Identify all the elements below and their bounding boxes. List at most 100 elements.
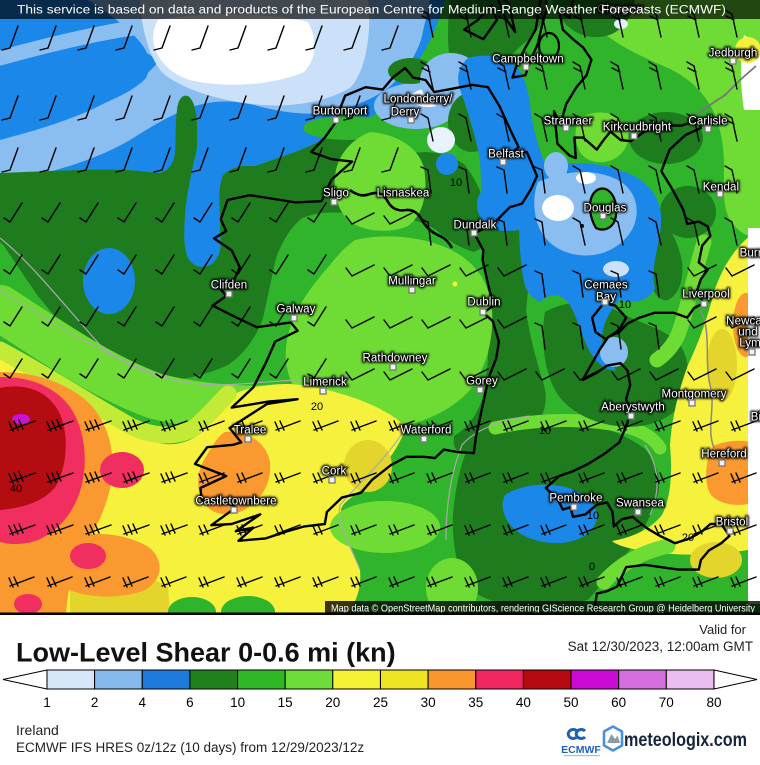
svg-text:Swansea: Swansea [616,498,665,510]
svg-text:Galway: Galway [277,304,316,316]
svg-text:Map data © OpenStreetMap contr: Map data © OpenStreetMap contributors, r… [331,603,756,615]
svg-text:ECMWF: ECMWF [561,744,601,756]
svg-text:Cork: Cork [322,466,347,478]
svg-text:Derry: Derry [391,107,420,119]
svg-text:70: 70 [659,695,674,710]
svg-text:Burn: Burn [740,248,760,260]
svg-text:Lisnaskea: Lisnaskea [377,188,430,200]
svg-text:30: 30 [421,695,436,710]
svg-text:0: 0 [589,561,595,573]
svg-text:1: 1 [43,695,51,710]
svg-text:Montgomery: Montgomery [662,389,727,401]
svg-text:Castletownbere: Castletownbere [195,496,276,508]
svg-text:Bay: Bay [596,292,616,304]
svg-text:Sat 12/30/2023, 12:00am GMT: Sat 12/30/2023, 12:00am GMT [568,639,753,654]
svg-text:Derry: Derry [391,107,420,119]
svg-text:25: 25 [373,695,388,710]
svg-text:Douglas: Douglas [584,203,627,215]
svg-text:20: 20 [311,401,323,413]
svg-text:Waterford: Waterford [401,425,452,437]
svg-text:Cemaes: Cemaes [584,280,628,292]
svg-text:Kendal: Kendal [703,182,739,194]
svg-text:Lym: Lym [739,338,760,350]
svg-text:Pembroke: Pembroke [549,493,602,505]
svg-text:Belfast: Belfast [488,149,525,161]
svg-text:und: und [738,327,758,339]
svg-text:Bristol: Bristol [716,517,749,529]
svg-text:Valid for: Valid for [699,622,746,637]
svg-text:Aberystwyth: Aberystwyth [601,402,665,414]
svg-text:Lym: Lym [739,338,760,350]
svg-text:Cemaes: Cemaes [584,280,628,292]
svg-text:ECMWF IFS HRES 0z/12z (10 days: ECMWF IFS HRES 0z/12z (10 days) from 12/… [16,740,364,755]
svg-text:Mullingar: Mullingar [388,276,436,288]
svg-text:Pembroke: Pembroke [549,493,602,505]
svg-text:Low-Level Shear 0-0.6 mi (kn): Low-Level Shear 0-0.6 mi (kn) [16,638,396,668]
svg-text:Sligo: Sligo [323,188,349,200]
svg-text:This service is based on data: This service is based on data and produc… [17,5,726,17]
svg-text:Limerick: Limerick [303,377,347,389]
svg-text:Cork: Cork [322,466,347,478]
svg-text:20: 20 [682,532,694,544]
svg-text:Kendal: Kendal [703,182,739,194]
svg-text:Galway: Galway [277,304,316,316]
svg-text:Dundalk: Dundalk [454,220,497,232]
svg-text:15: 15 [278,695,293,710]
svg-text:50: 50 [563,695,578,710]
svg-text:Burtonport: Burtonport [313,106,368,118]
svg-text:Liverpool: Liverpool [682,289,730,301]
svg-text:Hereford: Hereford [701,449,747,461]
svg-text:Mullingar: Mullingar [388,276,436,288]
svg-text:Ireland: Ireland [16,722,59,738]
svg-text:Jedburgh: Jedburgh [709,48,758,60]
svg-text:Londonderry/: Londonderry/ [384,94,454,106]
svg-text:Sligo: Sligo [323,188,349,200]
svg-text:Dundalk: Dundalk [454,220,497,232]
svg-text:Kirkcudbright: Kirkcudbright [603,122,672,134]
svg-text:und: und [738,327,758,339]
svg-text:Tralee: Tralee [234,425,267,437]
svg-text:20: 20 [325,695,340,710]
svg-text:Lisnaskea: Lisnaskea [377,188,430,200]
svg-text:Carlisle: Carlisle [688,116,727,128]
svg-text:Tralee: Tralee [234,425,267,437]
svg-text:Bristol: Bristol [716,517,749,529]
svg-text:Limerick: Limerick [303,377,347,389]
svg-text:Dublin: Dublin [467,297,500,309]
svg-text:Gorey: Gorey [466,376,498,388]
svg-text:Clifden: Clifden [211,280,248,292]
svg-text:10: 10 [230,695,245,710]
svg-text:Clifden: Clifden [211,280,248,292]
svg-text:Aberystwyth: Aberystwyth [601,402,665,414]
svg-text:Rathdowney: Rathdowney [363,353,428,365]
svg-text:Stranraer: Stranraer [544,116,593,128]
svg-text:10: 10 [587,510,599,522]
svg-text:Bay: Bay [596,292,616,304]
svg-text:Campbeltown: Campbeltown [492,54,563,66]
svg-text:Bi: Bi [751,412,760,424]
svg-text:Liverpool: Liverpool [682,289,730,301]
svg-text:meteologix.com: meteologix.com [624,729,747,751]
svg-text:2: 2 [91,695,99,710]
svg-text:Newca: Newca [726,316,760,328]
svg-text:Bi: Bi [751,412,760,424]
svg-text:Newca: Newca [726,316,760,328]
svg-text:Burtonport: Burtonport [313,106,368,118]
svg-text:40: 40 [10,483,22,495]
svg-text:Londonderry/: Londonderry/ [384,94,454,106]
svg-text:6: 6 [186,695,194,710]
svg-text:Hereford: Hereford [701,449,747,461]
svg-text:Gorey: Gorey [466,376,498,388]
svg-text:10: 10 [450,177,462,189]
svg-text:10: 10 [539,425,551,437]
svg-text:10: 10 [619,299,631,311]
svg-text:Burn: Burn [740,248,760,260]
svg-text:Carlisle: Carlisle [688,116,727,128]
svg-text:Douglas: Douglas [584,203,627,215]
svg-text:60: 60 [611,695,626,710]
svg-text:Jedburgh: Jedburgh [709,48,758,60]
svg-text:4: 4 [139,695,147,710]
svg-text:Campbeltown: Campbeltown [492,54,563,66]
svg-text:Castletownbere: Castletownbere [195,496,276,508]
svg-text:35: 35 [468,695,483,710]
